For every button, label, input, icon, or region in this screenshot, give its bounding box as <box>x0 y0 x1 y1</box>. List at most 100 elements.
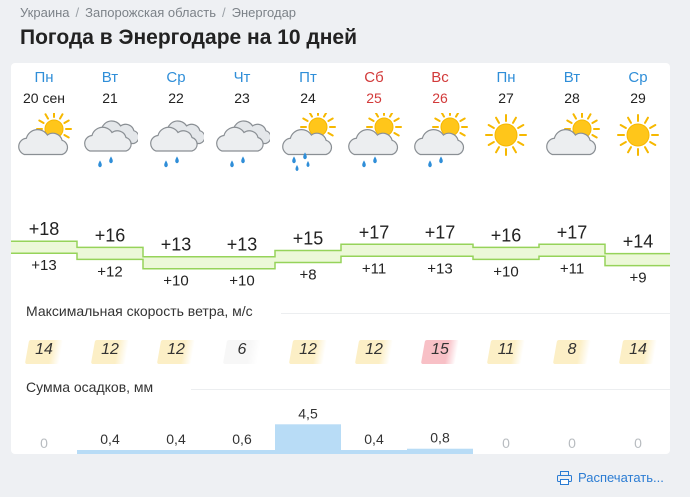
sun-cloud-rain-icon <box>282 113 336 171</box>
partly-cloudy-icon <box>546 113 600 156</box>
max-temp-label: +14 <box>623 232 654 252</box>
precip-bar <box>275 424 341 454</box>
wind-speed-value: 11 <box>497 341 515 358</box>
temperature-band-bottom <box>11 252 670 270</box>
min-temp-label: +10 <box>493 263 518 280</box>
cloud-icon <box>18 129 69 156</box>
precip-value: 0,6 <box>232 431 252 447</box>
max-temp-label: +18 <box>29 219 60 239</box>
precip-bar <box>341 450 407 454</box>
wind-speed-value: 8 <box>567 341 577 358</box>
breadcrumb: Украина / Запорожская область / Энергода… <box>20 5 296 20</box>
wind-speed-value: 12 <box>167 341 185 358</box>
precipitation-chart: 0 0,4 0,4 0,6 4,5 0,4 0,8 0 0 0 <box>40 405 642 454</box>
cloud-icon <box>546 129 597 156</box>
cloud-icon <box>216 126 264 152</box>
cloud-icon <box>282 129 333 156</box>
precip-value: 0 <box>40 435 48 451</box>
day-of-week: Ср <box>166 69 186 86</box>
precip-section-label: Сумма осадков, мм <box>26 379 154 395</box>
rain-drops-icon <box>362 156 377 168</box>
page-title: Погода в Энергодаре на 10 дней <box>20 26 358 49</box>
day-of-week: Пн <box>34 69 54 86</box>
day-date: 22 <box>168 90 184 106</box>
partly-cloudy-icon <box>18 113 72 156</box>
rain-drops-icon <box>428 156 443 168</box>
min-temp-label: +10 <box>229 273 254 290</box>
day-date: 25 <box>366 90 382 106</box>
min-temp-label: +8 <box>299 267 316 284</box>
precip-bar <box>77 450 143 454</box>
breadcrumb-item-region[interactable]: Запорожская область <box>85 5 216 20</box>
cloudy-rain-icon <box>84 120 138 168</box>
breadcrumb-separator: / <box>221 5 226 20</box>
wind-speed-value: 14 <box>629 341 647 358</box>
sunny-icon <box>617 114 659 156</box>
precip-bar <box>407 448 473 454</box>
temperature-band-top <box>11 240 670 258</box>
breadcrumb-item-ukraine[interactable]: Украина <box>20 5 70 20</box>
wind-speed-value: 12 <box>299 341 317 358</box>
wind-speed-value: 15 <box>431 341 449 358</box>
wind-speed-value: 12 <box>365 341 383 358</box>
divider <box>281 313 670 314</box>
precip-bar <box>143 450 209 454</box>
day-of-week: Чт <box>233 69 251 86</box>
sun-cloud-light-rain-icon <box>414 113 468 168</box>
max-temp-label: +13 <box>227 235 258 255</box>
precip-value: 0,8 <box>430 430 450 446</box>
max-temp-label: +15 <box>293 229 324 249</box>
min-temp-label: +13 <box>31 257 56 274</box>
breadcrumb-separator: / <box>75 5 80 20</box>
cloudy-rain-icon <box>216 120 270 168</box>
day-date: 27 <box>498 90 514 106</box>
wind-section-label: Максимальная скорость ветра, м/с <box>26 303 253 319</box>
precip-value: 4,5 <box>298 405 318 421</box>
precip-value: 0,4 <box>364 431 384 447</box>
print-link[interactable]: Распечатать... <box>557 470 664 485</box>
print-link-label: Распечатать... <box>578 470 664 485</box>
day-of-week: Вс <box>431 69 449 86</box>
cloud-icon <box>348 129 399 156</box>
sun-icon <box>485 114 527 156</box>
temperature-chart: +18 +13 +16 +12 +13 +10 +13 +10 +15 +8 +17 +11 +17 +1… <box>11 219 670 290</box>
max-temp-label: +17 <box>425 222 456 242</box>
precip-value: 0,4 <box>100 431 120 447</box>
day-of-week: Пт <box>299 69 317 86</box>
day-date: 21 <box>102 90 118 106</box>
rain-drops-icon <box>98 156 113 168</box>
min-temp-label: +13 <box>427 260 452 277</box>
max-temp-label: +16 <box>95 225 126 245</box>
cloud-icon <box>150 126 198 152</box>
min-temp-label: +10 <box>163 273 188 290</box>
forecast-card: Пн 20 сен Вт 21 Ср 22 Чт 23 Пт 24 Сб 25 Вс 26 Пн 27 Вт 28… <box>11 63 670 454</box>
day-date: 26 <box>432 90 448 106</box>
precip-value: 0 <box>634 435 642 451</box>
printer-icon <box>557 470 572 485</box>
day-date: 20 сен <box>23 90 65 106</box>
precip-value: 0 <box>568 435 576 451</box>
breadcrumb-item-city[interactable]: Энергодар <box>231 5 297 20</box>
cloudy-rain-icon <box>150 120 204 168</box>
rain-drops-icon <box>292 152 310 171</box>
max-temp-label: +13 <box>161 235 192 255</box>
precip-value: 0 <box>502 435 510 451</box>
wind-speed-value: 14 <box>35 341 53 358</box>
max-temp-label: +17 <box>359 222 390 242</box>
cloud-icon <box>414 129 465 156</box>
max-temp-label: +17 <box>557 222 588 242</box>
wind-speed-value: 6 <box>237 341 247 358</box>
day-date: 23 <box>234 90 250 106</box>
rain-drops-icon <box>164 156 179 168</box>
day-of-week: Пн <box>496 69 516 86</box>
cloud-icon <box>84 126 132 152</box>
precip-bar <box>209 450 275 454</box>
precip-value: 0,4 <box>166 431 186 447</box>
max-temp-label: +16 <box>491 225 522 245</box>
wind-speed-value: 12 <box>101 341 119 358</box>
day-of-week: Ср <box>628 69 648 86</box>
divider <box>191 389 670 390</box>
day-of-week: Вт <box>101 69 119 86</box>
min-temp-label: +11 <box>362 260 386 277</box>
min-temp-label: +9 <box>629 270 646 287</box>
